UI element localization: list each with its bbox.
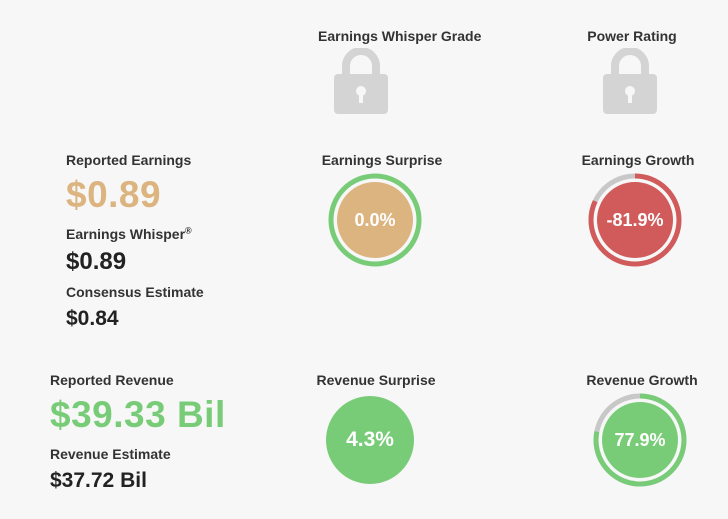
earnings-growth-value: -81.9% [606, 209, 664, 230]
reported-revenue-label: Reported Revenue [50, 372, 174, 388]
earnings-surprise-label: Earnings Surprise [321, 152, 443, 168]
registered-mark: ® [185, 225, 192, 236]
revenue-growth-fill [602, 402, 678, 478]
earnings-growth-label: Earnings Growth [581, 152, 695, 168]
earnings-surprise-ring [328, 173, 422, 267]
earnings-growth-gauge: -81.9% [587, 172, 683, 268]
revenue-surprise-gauge: 4.3% [322, 392, 418, 488]
earnings-surprise-value: 0.0% [354, 209, 396, 230]
lock-icon [603, 48, 657, 114]
consensus-estimate-label: Consensus Estimate [66, 284, 204, 300]
reported-earnings-value: $0.89 [66, 174, 162, 215]
earnings-growth-fill [597, 182, 673, 258]
earnings-growth-ring [588, 173, 682, 267]
revenue-growth-label: Revenue Growth [586, 372, 698, 388]
earnings-whisper-grade-header: Earnings Whisper Grade [318, 28, 482, 44]
consensus-estimate-value: $0.84 [66, 307, 119, 330]
earnings-surprise-fill [337, 182, 413, 258]
revenue-surprise-fill [326, 396, 414, 484]
revenue-estimate-label: Revenue Estimate [50, 446, 171, 462]
power-rating-header: Power Rating [587, 28, 677, 44]
reported-revenue-value: $39.33 Bil [50, 394, 226, 435]
revenue-growth-gauge: 77.9% [592, 392, 688, 488]
lock-icon [334, 48, 388, 114]
earnings-whisper-label: Earnings Whisper® [66, 225, 192, 242]
earnings-whisper-value: $0.89 [66, 248, 127, 275]
revenue-growth-ring [593, 393, 687, 487]
earnings-surprise-gauge: 0.0% [327, 172, 423, 268]
revenue-surprise-label: Revenue Surprise [316, 372, 436, 388]
revenue-estimate-value: $37.72 Bil [50, 469, 147, 492]
revenue-growth-value: 77.9% [614, 429, 666, 450]
reported-earnings-label: Reported Earnings [66, 152, 192, 168]
revenue-surprise-value: 4.3% [346, 428, 394, 451]
